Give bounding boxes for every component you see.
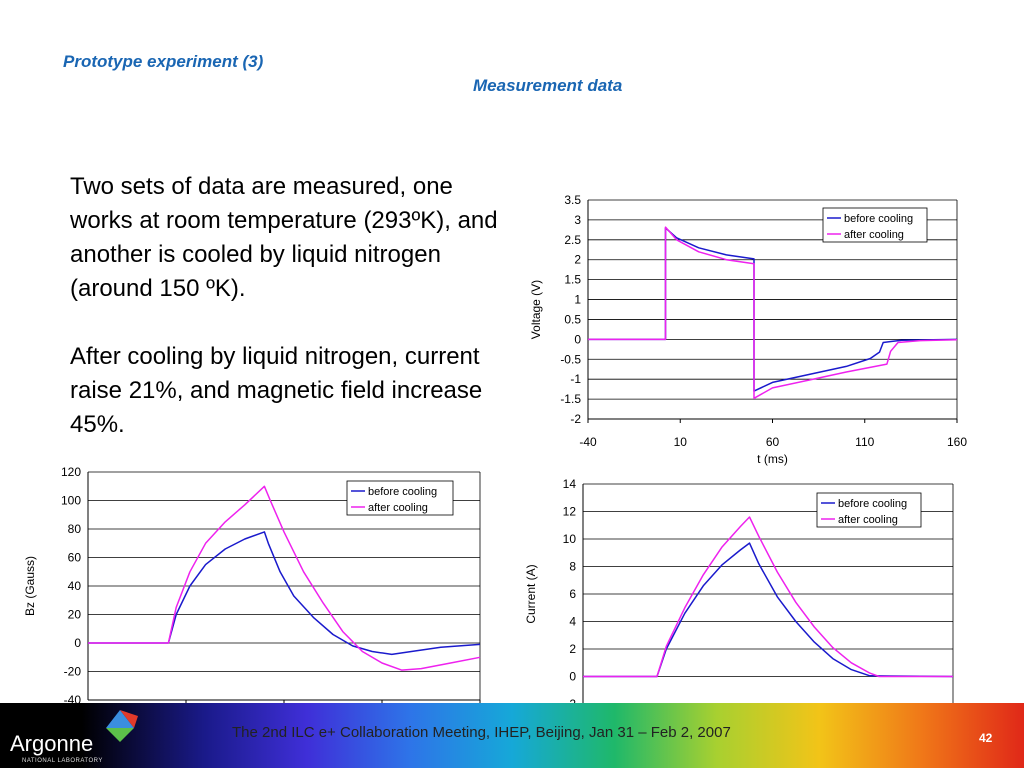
legend-label: before cooling <box>838 498 907 510</box>
x-tick-label: 160 <box>947 435 967 449</box>
y-tick-label: 2.5 <box>564 233 581 247</box>
legend-box <box>816 492 922 528</box>
y-tick-label: 12 <box>563 505 577 519</box>
paragraph-result: After cooling by liquid nitrogen, curren… <box>70 343 483 438</box>
x-tick-label: -40 <box>579 435 597 449</box>
y-tick-label: 0 <box>74 636 81 650</box>
y-axis-label: Voltage (V) <box>529 280 543 339</box>
y-tick-label: 1 <box>574 293 581 307</box>
y-tick-label: 2 <box>569 642 576 656</box>
slide-title: Prototype experiment (3) <box>63 52 264 71</box>
y-tick-label: 60 <box>68 551 82 565</box>
x-tick-label: 110 <box>855 435 874 449</box>
y-tick-label: 10 <box>563 532 577 546</box>
y-tick-label: -0.5 <box>560 352 581 366</box>
argonne-logo: Argonne NATIONAL LABORATORY <box>10 710 138 764</box>
logo-wordmark: Argonne <box>10 731 93 756</box>
y-tick-label: 8 <box>569 560 576 574</box>
legend-label: after cooling <box>844 229 904 241</box>
y-tick-label: 1.5 <box>564 273 581 287</box>
logo-mark-red <box>120 710 138 728</box>
series-line-after-cooling <box>588 226 958 400</box>
body-text: Two sets of data are measured, one works… <box>70 170 510 476</box>
logo-mark-green <box>106 728 134 742</box>
x-axis-label: t (ms) <box>757 452 788 466</box>
y-tick-label: 3.5 <box>564 193 581 207</box>
y-tick-label: -2 <box>570 412 581 426</box>
footer-text: The 2nd ILC e+ Collaboration Meeting, IH… <box>232 724 731 741</box>
logo-tagline: NATIONAL LABORATORY <box>22 758 103 764</box>
y-tick-label: 20 <box>68 608 82 622</box>
y-tick-label: 3 <box>574 213 581 227</box>
x-tick-label: 10 <box>674 435 688 449</box>
legend-box <box>822 207 928 243</box>
page-number: 42 <box>979 731 993 745</box>
series-line-before-cooling <box>583 542 954 678</box>
legend-label: after cooling <box>838 514 898 526</box>
legend-box <box>346 480 454 516</box>
footer-bar <box>0 703 1024 768</box>
y-tick-label: -20 <box>64 665 82 679</box>
y-tick-label: -1.5 <box>560 392 581 406</box>
y-tick-label: 0 <box>574 332 581 346</box>
y-axis-label: Bz (Gauss) <box>23 556 37 616</box>
series-line-after-cooling <box>88 485 481 671</box>
y-tick-label: 40 <box>68 579 82 593</box>
slide-subtitle: Measurement data <box>473 76 623 95</box>
y-tick-label: 0.5 <box>564 312 581 326</box>
y-tick-label: 80 <box>68 522 82 536</box>
logo-mark-blue <box>106 710 134 728</box>
y-tick-label: 4 <box>569 615 576 629</box>
y-tick-label: 2 <box>574 253 581 267</box>
y-tick-label: 0 <box>569 670 576 684</box>
x-tick-label: 60 <box>766 435 780 449</box>
paragraph-measurement: Two sets of data are measured, one works… <box>70 173 498 302</box>
legend-label: before cooling <box>368 486 437 498</box>
series-line-before-cooling <box>88 531 481 656</box>
y-tick-label: 120 <box>61 465 81 479</box>
legend-label: before cooling <box>844 213 913 225</box>
legend-label: after cooling <box>368 502 428 514</box>
y-tick-label: 14 <box>563 477 577 491</box>
y-axis-label: Current (A) <box>524 564 538 623</box>
y-tick-label: 6 <box>569 587 576 601</box>
y-tick-label: 100 <box>61 494 81 508</box>
series-line-after-cooling <box>583 516 953 678</box>
y-tick-label: -1 <box>570 372 581 386</box>
